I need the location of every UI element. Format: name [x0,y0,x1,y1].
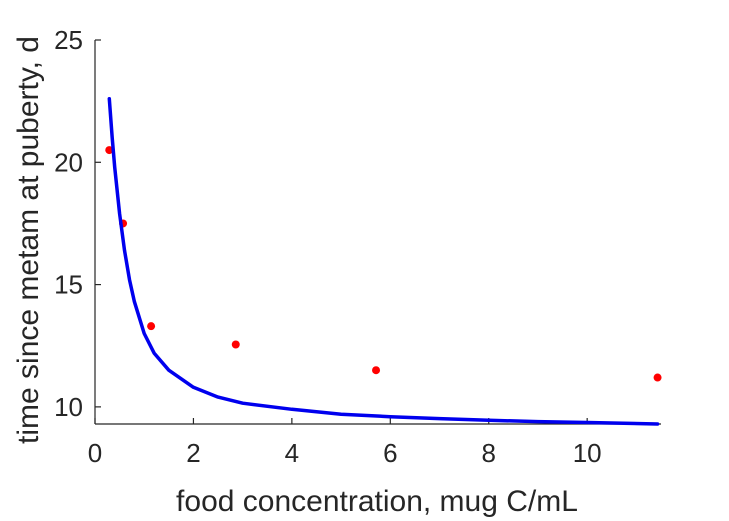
x-axis-label: food concentration, mug C/mL [176,485,578,518]
y-tick-label: 10 [54,392,83,422]
x-tick-label: 8 [482,438,496,468]
x-tick-label: 6 [383,438,397,468]
y-tick-label: 20 [54,147,83,177]
data-point [105,146,114,155]
x-tick-label: 10 [573,438,602,468]
data-point [372,366,381,375]
y-tick-label: 15 [54,270,83,300]
y-tick-label: 25 [54,25,83,55]
data-point [231,340,240,349]
data-point [653,373,662,382]
x-tick-label: 2 [186,438,200,468]
plot-marks [105,96,662,426]
x-tick-label: 0 [88,438,102,468]
data-point [147,322,156,331]
model-curve-line [107,96,660,426]
axes: 0 2 4 6 8 10 10 15 20 25 [54,25,661,468]
y-axis-label: time since metam at puberty, d [12,36,45,444]
x-tick-label: 4 [285,438,299,468]
